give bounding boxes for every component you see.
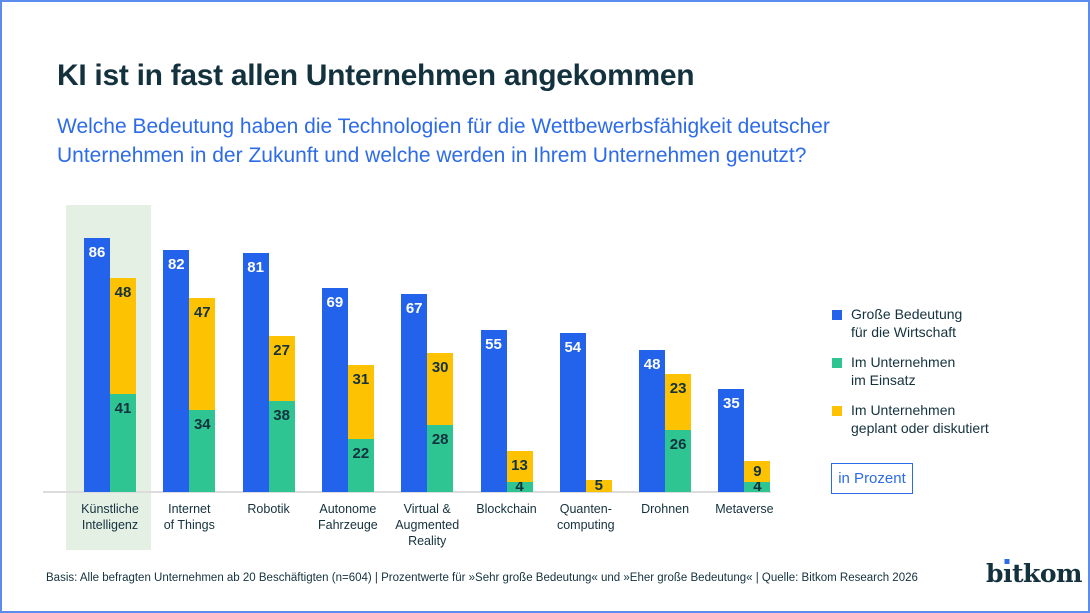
bar-value-label: 31 xyxy=(352,370,370,388)
unit-label-box: in Prozent xyxy=(831,463,913,494)
bar-grosse-bedeutung xyxy=(480,329,507,492)
legend-label: Im Unternehmen geplant oder diskutiert xyxy=(851,402,989,436)
bar-value-label: 4 xyxy=(753,478,762,496)
bar-value-label: 9 xyxy=(753,462,762,480)
bar-value-label: 81 xyxy=(247,259,264,277)
bar-value-label: 4 xyxy=(515,478,524,496)
category-label: Drohnen xyxy=(641,502,690,516)
bar-grosse-bedeutung xyxy=(242,253,269,492)
bar-value-label: 35 xyxy=(723,394,740,412)
bar-value-label: 48 xyxy=(643,356,661,374)
category-label: Künstliche Intelligenz xyxy=(81,502,139,532)
page-subtitle: Welche Bedeutung haben die Technologien … xyxy=(57,112,830,170)
bar-value-label: 38 xyxy=(273,406,290,424)
category-label: Virtual & Augmented Reality xyxy=(395,502,460,548)
bar-value-label: 5 xyxy=(594,477,603,494)
legend-label: Im Unternehmen im Einsatz xyxy=(851,354,956,388)
bar-segment-im-einsatz xyxy=(110,393,136,492)
bar-grosse-bedeutung xyxy=(401,294,428,492)
bar-grosse-bedeutung xyxy=(559,332,586,492)
bar-value-label: 28 xyxy=(431,430,449,448)
bar-value-label: 69 xyxy=(326,294,344,312)
bar-segment-im-einsatz xyxy=(347,439,374,492)
bitkom-logo: bı tkom xyxy=(986,559,1082,588)
x-axis-line xyxy=(43,491,771,493)
bar-value-label: 13 xyxy=(511,457,528,475)
category-label: Internet of Things xyxy=(163,502,215,532)
bar-segment-geplant-diskutiert xyxy=(585,480,612,492)
bar-grosse-bedeutung xyxy=(718,388,745,492)
legend-swatch-green-icon xyxy=(832,358,842,368)
page-subtitle-line-1: Welche Bedeutung haben die Technologien … xyxy=(57,115,830,138)
bar-segment-geplant-diskutiert xyxy=(347,364,374,440)
category-label: Quanten-computing xyxy=(556,502,615,532)
bar-value-label: 27 xyxy=(273,342,290,359)
legend-label: Große Bedeutung für die Wirtschaft xyxy=(851,306,963,340)
bar-segment-geplant-diskutiert xyxy=(506,451,533,483)
category-label: Blockchain xyxy=(476,502,537,516)
bar-grosse-bedeutung xyxy=(639,350,666,492)
legend-item-geplant-diskutiert: Im Unternehmen geplant oder diskutiert xyxy=(832,402,989,437)
category-label: Robotik xyxy=(247,502,290,516)
legend-item-grosse-bedeutung: Große Bedeutung für die Wirtschaft xyxy=(832,306,989,341)
bar-value-label: 86 xyxy=(88,244,106,262)
bar-segment-im-einsatz xyxy=(427,424,454,492)
bar-segment-im-einsatz xyxy=(506,482,533,492)
page-title: KI ist in fast allen Unternehmen angekom… xyxy=(57,59,695,92)
bar-segment-geplant-diskutiert xyxy=(110,278,136,394)
bar-value-label: 41 xyxy=(114,399,132,417)
unit-label: in Prozent xyxy=(838,470,906,487)
footnote: Basis: Alle befragten Unternehmen ab 20 … xyxy=(46,572,918,584)
bar-segment-geplant-diskutiert xyxy=(427,352,454,425)
chart-legend: Große Bedeutung für die Wirtschaft Im Un… xyxy=(832,306,989,450)
bar-value-label: 55 xyxy=(485,335,502,353)
page-subtitle-line-2: Unternehmen in der Zukunft und welche we… xyxy=(57,144,807,167)
category-label: Metaverse xyxy=(715,502,774,516)
bar-value-label: 23 xyxy=(669,380,687,398)
legend-item-im-einsatz: Im Unternehmen im Einsatz xyxy=(832,354,989,389)
bar-value-label: 22 xyxy=(352,445,370,463)
bar-grosse-bedeutung xyxy=(163,250,190,492)
bar-value-label: 67 xyxy=(405,300,423,318)
bar-segment-im-einsatz xyxy=(189,410,216,492)
bar-value-label: 54 xyxy=(564,338,582,356)
bar-segment-im-einsatz xyxy=(268,400,295,492)
bar-value-label: 47 xyxy=(193,303,211,321)
bar-segment-geplant-diskutiert xyxy=(268,336,295,401)
category-label: Autonome Fahrzeuge xyxy=(318,502,378,532)
bar-segment-geplant-diskutiert xyxy=(665,374,692,430)
bar-grosse-bedeutung xyxy=(84,238,110,492)
legend-swatch-yellow-icon xyxy=(832,406,842,416)
bar-segment-geplant-diskutiert xyxy=(744,460,771,483)
bar-value-label: 82 xyxy=(167,256,185,274)
bar-grosse-bedeutung xyxy=(321,288,348,492)
bar-value-label: 48 xyxy=(114,284,132,302)
bar-value-label: 34 xyxy=(193,416,211,434)
bar-value-label: 30 xyxy=(431,358,449,376)
legend-swatch-blue-icon xyxy=(832,310,842,320)
logo-i-dot-icon xyxy=(1004,559,1010,564)
bar-segment-geplant-diskutiert xyxy=(189,297,216,411)
bar-segment-im-einsatz xyxy=(665,429,692,492)
bar-value-label: 26 xyxy=(669,435,687,453)
bar-segment-im-einsatz xyxy=(744,482,771,492)
